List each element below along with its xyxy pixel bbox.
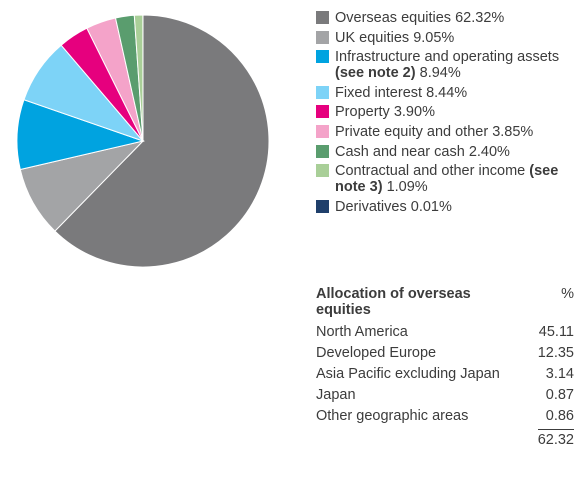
legend-label: Infrastructure and operating assets (see…: [335, 49, 574, 81]
legend-item: Fixed interest 8.44%: [316, 85, 574, 101]
legend-label-text: Cash and near cash: [335, 143, 469, 160]
allocation-row: North America 45.11: [316, 324, 574, 340]
allocation-value: 3.14: [545, 366, 574, 382]
pie-slice-overseas-equities: [54, 14, 270, 268]
legend-value: 2.40%: [468, 143, 510, 160]
legend-note: (see note 3): [335, 163, 559, 196]
legend-label-text: Derivatives: [335, 198, 411, 215]
allocation-region: North America: [316, 324, 408, 340]
allocation-rows: North America 45.11 Developed Europe 12.35 A…: [316, 324, 574, 424]
legend-label: Overseas equities 62.32%: [335, 10, 574, 26]
legend-label: Private equity and other 3.85%: [335, 124, 574, 140]
allocation-header: Allocation of overseas equities %: [316, 286, 574, 318]
legend-label-text: Contractual and other income: [335, 163, 530, 180]
allocation-row: Other geographic areas 0.86: [316, 408, 574, 424]
allocation-value: 0.87: [545, 387, 574, 403]
legend-label: UK equities 9.05%: [335, 30, 574, 46]
legend-item: Contractual and other income (see note 3…: [316, 163, 574, 195]
allocation-region: Asia Pacific excluding Japan: [316, 366, 500, 382]
allocation-value: 0.86: [545, 408, 574, 424]
allocation-total: 62.32: [537, 429, 574, 448]
pie-chart: [16, 14, 270, 268]
legend-label-text: Property: [335, 104, 394, 121]
legend-note: (see note 2): [335, 65, 416, 82]
legend-swatch: [316, 11, 329, 24]
legend-label-text: Overseas equities: [335, 10, 456, 26]
legend-item: Property 3.90%: [316, 104, 574, 120]
legend-swatch: [316, 144, 329, 158]
allocation-value: 45.11: [538, 324, 574, 340]
legend-value: 1.09%: [386, 179, 428, 196]
allocation-row: Developed Europe 12.35: [316, 345, 574, 361]
legend-value: 9.05%: [413, 29, 455, 46]
legend-swatch: [316, 85, 329, 99]
legend-label: Fixed interest 8.44%: [335, 85, 574, 101]
allocation-region: Other geographic areas: [316, 408, 469, 424]
legend-swatch: [316, 124, 329, 138]
legend-value: 3.85%: [492, 123, 534, 140]
allocation-row: Asia Pacific excluding Japan 3.14: [316, 366, 574, 382]
legend-value: 8.44%: [426, 84, 468, 101]
legend-swatch: [316, 164, 329, 178]
legend-item: Derivatives 0.01%: [316, 199, 574, 215]
legend-value: 3.90%: [393, 104, 435, 121]
legend-item: Private equity and other 3.85%: [316, 124, 574, 140]
legend-value: 8.94%: [419, 65, 461, 82]
legend-swatch: [316, 50, 329, 64]
legend-item: Infrastructure and operating assets (see…: [316, 49, 574, 81]
legend-label-text: Infrastructure and operating assets: [335, 49, 560, 66]
legend-swatch: [316, 105, 329, 119]
allocation-value: 12.35: [537, 345, 574, 361]
legend-value: 62.32%: [455, 10, 505, 26]
legend-item: UK equities 9.05%: [316, 30, 574, 46]
legend-label: Cash and near cash 2.40%: [335, 144, 574, 160]
legend-label: Contractual and other income (see note 3…: [335, 163, 574, 195]
legend-swatch: [316, 30, 329, 44]
legend-swatch: [316, 199, 329, 213]
legend-label-text: UK equities: [335, 29, 414, 46]
legend-label: Derivatives 0.01%: [335, 199, 574, 215]
legend-item: Overseas equities 62.32%: [316, 10, 574, 26]
legend-value: 0.01%: [410, 198, 452, 215]
legend-label: Property 3.90%: [335, 104, 574, 120]
allocation-unit: %: [561, 286, 574, 302]
allocation-total-row: 62.32: [316, 429, 574, 448]
legend-item: Cash and near cash 2.40%: [316, 144, 574, 160]
allocation-title: Allocation of overseas equities: [316, 286, 471, 318]
legend-label-text: Private equity and other: [335, 123, 493, 140]
allocation-region: Japan: [316, 387, 356, 403]
allocation-table: Allocation of overseas equities % North …: [316, 286, 574, 448]
allocation-row: Japan 0.87: [316, 387, 574, 403]
legend-label-text: Fixed interest: [335, 84, 427, 101]
allocation-region: Developed Europe: [316, 345, 437, 361]
legend: Overseas equities 62.32% UK equities 9.05…: [316, 10, 574, 218]
